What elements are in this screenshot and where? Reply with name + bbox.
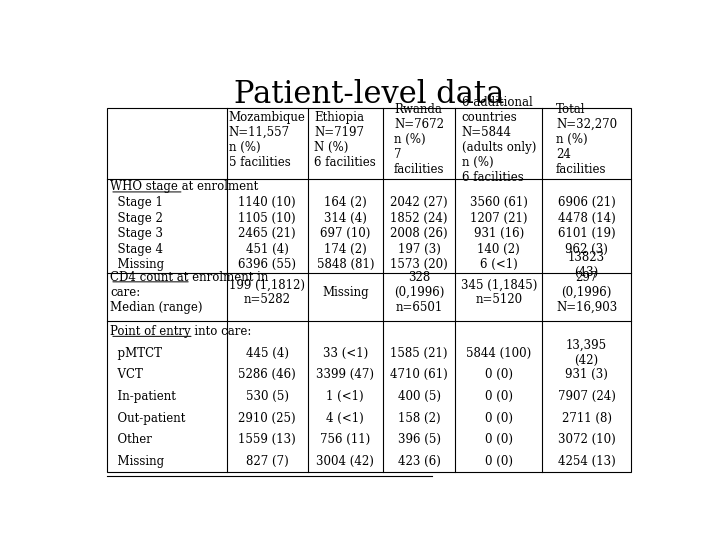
Text: 6396 (55): 6396 (55) [238, 259, 296, 272]
Text: 13823
(43): 13823 (43) [568, 251, 606, 279]
Text: 1207 (21): 1207 (21) [470, 212, 528, 225]
Text: 1105 (10): 1105 (10) [238, 212, 296, 225]
Text: Rwanda
N=7672
n (%)
7
facilities: Rwanda N=7672 n (%) 7 facilities [394, 103, 444, 176]
Text: 4478 (14): 4478 (14) [558, 212, 616, 225]
Text: 5848 (81): 5848 (81) [317, 259, 374, 272]
Text: 962 (3): 962 (3) [565, 243, 608, 256]
Text: Total
N=32,270
n (%)
24
facilities: Total N=32,270 n (%) 24 facilities [556, 103, 617, 176]
Text: 13,395
(42): 13,395 (42) [566, 339, 607, 367]
Text: 2465 (21): 2465 (21) [238, 227, 296, 240]
Text: 4710 (61): 4710 (61) [390, 368, 448, 381]
Text: 1852 (24): 1852 (24) [390, 212, 448, 225]
Text: 0 (0): 0 (0) [485, 433, 513, 446]
Text: 2910 (25): 2910 (25) [238, 411, 296, 424]
Text: 445 (4): 445 (4) [246, 347, 289, 360]
Text: 6 (<1): 6 (<1) [480, 259, 518, 272]
Text: 400 (5): 400 (5) [397, 390, 441, 403]
Text: Missing: Missing [322, 286, 369, 299]
Text: 1585 (21): 1585 (21) [390, 347, 448, 360]
Text: 6 additional
countries
N=5844
(adults only)
n (%)
6 facilities: 6 additional countries N=5844 (adults on… [462, 96, 536, 184]
Text: 199 (1,1812)
n=5282: 199 (1,1812) n=5282 [229, 279, 305, 307]
Text: 314 (4): 314 (4) [324, 212, 366, 225]
Text: 1573 (20): 1573 (20) [390, 259, 448, 272]
Text: Stage 2: Stage 2 [110, 212, 163, 225]
Text: 297
(0,1996)
N=16,903: 297 (0,1996) N=16,903 [556, 271, 617, 314]
Text: 1 (<1): 1 (<1) [326, 390, 364, 403]
Text: 5286 (46): 5286 (46) [238, 368, 296, 381]
Text: 756 (11): 756 (11) [320, 433, 370, 446]
Text: 530 (5): 530 (5) [246, 390, 289, 403]
Text: 7907 (24): 7907 (24) [558, 390, 616, 403]
Text: 396 (5): 396 (5) [397, 433, 441, 446]
Text: 423 (6): 423 (6) [397, 455, 441, 468]
Text: 0 (0): 0 (0) [485, 368, 513, 381]
Text: Stage 4: Stage 4 [110, 243, 163, 256]
Text: Mozambique
N=11,557
n (%)
5 facilities: Mozambique N=11,557 n (%) 5 facilities [229, 111, 305, 168]
Text: In-patient: In-patient [110, 390, 176, 403]
Text: 33 (<1): 33 (<1) [323, 347, 368, 360]
Text: 2008 (26): 2008 (26) [390, 227, 448, 240]
Text: Patient-level data: Patient-level data [234, 79, 504, 110]
Text: 3004 (42): 3004 (42) [316, 455, 374, 468]
Text: 1140 (10): 1140 (10) [238, 196, 296, 209]
Text: 697 (10): 697 (10) [320, 227, 371, 240]
Text: Stage 1: Stage 1 [110, 196, 163, 209]
Text: 2711 (8): 2711 (8) [562, 411, 611, 424]
Bar [107, 109, 631, 472]
Text: 328
(0,1996)
n=6501: 328 (0,1996) n=6501 [394, 271, 444, 314]
Text: CD4 count at enrolment in
care:
Median (range): CD4 count at enrolment in care: Median (… [110, 271, 269, 314]
Text: 158 (2): 158 (2) [398, 411, 441, 424]
Text: 174 (2): 174 (2) [324, 243, 366, 256]
Text: 345 (1,1845)
n=5120: 345 (1,1845) n=5120 [461, 279, 537, 307]
Text: 164 (2): 164 (2) [324, 196, 366, 209]
Text: 3560 (61): 3560 (61) [469, 196, 528, 209]
Text: 451 (4): 451 (4) [246, 243, 289, 256]
Text: Other: Other [110, 433, 152, 446]
Text: Missing: Missing [110, 259, 164, 272]
Text: Ethiopia
N=7197
N (%)
6 facilities: Ethiopia N=7197 N (%) 6 facilities [315, 111, 376, 168]
Text: Point of entry into care:: Point of entry into care: [110, 325, 251, 338]
Text: 197 (3): 197 (3) [397, 243, 441, 256]
Text: VCT: VCT [110, 368, 143, 381]
Text: 5844 (100): 5844 (100) [466, 347, 531, 360]
Text: 827 (7): 827 (7) [246, 455, 289, 468]
Text: 0 (0): 0 (0) [485, 390, 513, 403]
Text: 1559 (13): 1559 (13) [238, 433, 296, 446]
Text: 3399 (47): 3399 (47) [316, 368, 374, 381]
Text: pMTCT: pMTCT [110, 347, 162, 360]
Text: Out-patient: Out-patient [110, 411, 186, 424]
Text: 2042 (27): 2042 (27) [390, 196, 448, 209]
Text: 6101 (19): 6101 (19) [558, 227, 616, 240]
Text: 0 (0): 0 (0) [485, 455, 513, 468]
Text: 6906 (21): 6906 (21) [558, 196, 616, 209]
Text: Missing: Missing [110, 455, 164, 468]
Text: 931 (3): 931 (3) [565, 368, 608, 381]
Text: Stage 3: Stage 3 [110, 227, 163, 240]
Text: 4254 (13): 4254 (13) [558, 455, 616, 468]
Text: 3072 (10): 3072 (10) [558, 433, 616, 446]
Text: 4 (<1): 4 (<1) [326, 411, 364, 424]
Text: 931 (16): 931 (16) [474, 227, 524, 240]
Text: 140 (2): 140 (2) [477, 243, 520, 256]
Text: WHO stage at enrolment: WHO stage at enrolment [110, 180, 258, 193]
Text: 0 (0): 0 (0) [485, 411, 513, 424]
